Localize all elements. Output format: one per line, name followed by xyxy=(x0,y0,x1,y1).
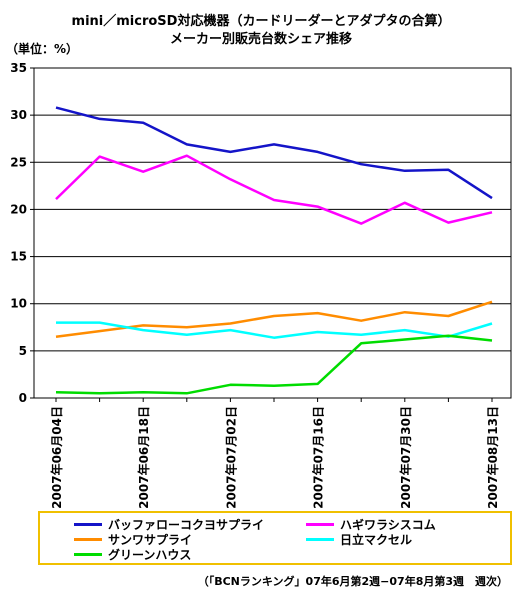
y-tick-label: 10 xyxy=(10,297,27,311)
legend-swatch xyxy=(306,523,334,526)
y-tick-label: 25 xyxy=(10,155,27,169)
y-tick-label: 30 xyxy=(10,108,27,122)
legend-item: 日立マクセル xyxy=(306,531,412,548)
chart-title: mini／microSD対応機器（カードリーダーとアダプタの合算） xyxy=(71,14,451,29)
x-tick-label: 2007年06月18日 xyxy=(136,406,151,509)
y-unit-label: （単位：%） xyxy=(6,42,79,56)
series-line xyxy=(55,106,493,200)
y-tick-label: 0 xyxy=(19,391,27,405)
legend: バッファローコクヨサプライ ハギワラシスコム サンワサプライ 日立マクセル グリ… xyxy=(38,511,512,565)
legend-swatch xyxy=(74,538,102,541)
plot-area xyxy=(33,67,512,399)
x-tick-label: 2007年07月16日 xyxy=(311,406,326,509)
y-tick-label: 20 xyxy=(10,202,27,216)
series-line xyxy=(55,154,493,225)
y-tick-label: 15 xyxy=(10,250,27,264)
series-line xyxy=(55,334,493,395)
legend-label: バッファローコクヨサプライ xyxy=(108,518,265,532)
x-tick-label: 2007年07月30日 xyxy=(398,406,413,509)
legend-item: グリーンハウス xyxy=(74,546,191,563)
legend-item: ハギワラシスコム xyxy=(306,516,436,533)
legend-label: ハギワラシスコム xyxy=(340,518,436,532)
x-tick-label: 2007年06月04日 xyxy=(49,406,64,509)
legend-label: サンワサプライ xyxy=(108,533,193,547)
line-chart: 0 5 10 15 20 25 30 35 2007年06月04日 2007年06月18日 2007… xyxy=(10,61,512,509)
series-line xyxy=(56,321,493,339)
legend-label: 日立マクセル xyxy=(340,533,413,547)
x-tick-label: 2007年07月02日 xyxy=(223,406,238,509)
legend-item: サンワサプライ xyxy=(74,531,192,548)
legend-swatch xyxy=(306,538,334,541)
legend-label: グリーンハウス xyxy=(108,548,192,562)
legend-swatch xyxy=(74,523,102,526)
y-tick-label: 5 xyxy=(19,344,27,358)
x-tick-label: 2007年08月13日 xyxy=(485,406,500,509)
legend-item: バッファローコクヨサプライ xyxy=(74,516,264,533)
chart-subtitle: メーカー別販売台数シェア推移 xyxy=(169,32,352,47)
legend-swatch xyxy=(74,553,102,556)
y-tick-label: 35 xyxy=(10,61,27,75)
source-note: （「BCNランキング」07年6月第2週−07年8月第3週 週次） xyxy=(197,575,508,588)
